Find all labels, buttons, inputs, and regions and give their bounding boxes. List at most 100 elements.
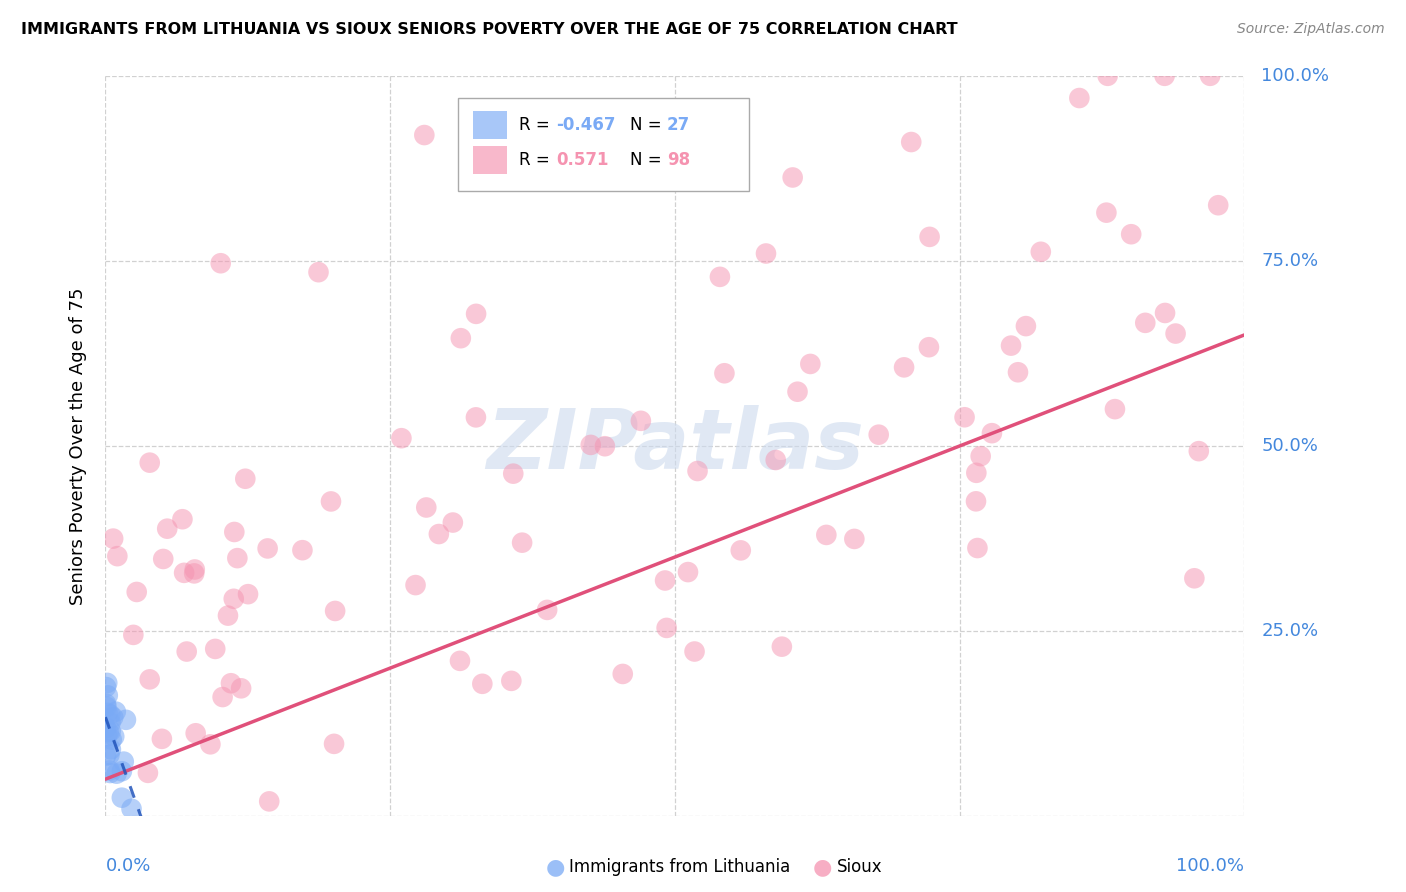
Immigrants from Lithuania bbox=[112, 755, 135, 769]
Immigrants from Lithuania bbox=[97, 706, 120, 720]
Immigrants from Lithuania bbox=[94, 697, 117, 711]
Text: 100.0%: 100.0% bbox=[1177, 857, 1244, 875]
Sioux bbox=[966, 541, 988, 555]
Sioux bbox=[1182, 571, 1205, 585]
Sioux bbox=[226, 551, 249, 566]
Sioux bbox=[965, 466, 987, 480]
Sioux bbox=[233, 472, 256, 486]
Text: 98: 98 bbox=[666, 152, 690, 169]
Text: Source: ZipAtlas.com: Source: ZipAtlas.com bbox=[1237, 22, 1385, 37]
Immigrants from Lithuania bbox=[98, 766, 121, 780]
Y-axis label: Seniors Poverty Over the Age of 75: Seniors Poverty Over the Age of 75 bbox=[69, 287, 87, 605]
Sioux bbox=[1206, 198, 1229, 212]
Immigrants from Lithuania bbox=[100, 715, 122, 730]
Sioux bbox=[125, 585, 148, 599]
Text: 50.0%: 50.0% bbox=[1261, 437, 1319, 455]
Immigrants from Lithuania bbox=[98, 764, 121, 778]
Sioux bbox=[655, 621, 678, 635]
Immigrants from Lithuania bbox=[105, 766, 128, 780]
Sioux bbox=[918, 340, 941, 354]
Sioux bbox=[200, 737, 222, 751]
Sioux bbox=[510, 535, 533, 549]
Sioux bbox=[755, 246, 778, 260]
Immigrants from Lithuania bbox=[97, 725, 120, 739]
Immigrants from Lithuania bbox=[94, 721, 117, 735]
Sioux bbox=[1135, 316, 1157, 330]
Sioux bbox=[450, 331, 472, 345]
Sioux bbox=[1095, 205, 1118, 219]
Immigrants from Lithuania bbox=[121, 802, 143, 816]
Text: 0.0%: 0.0% bbox=[105, 857, 150, 875]
Sioux bbox=[173, 566, 195, 580]
Sioux bbox=[209, 256, 232, 270]
Sioux bbox=[612, 667, 634, 681]
Immigrants from Lithuania bbox=[96, 676, 118, 690]
Sioux bbox=[501, 673, 523, 688]
Sioux bbox=[765, 453, 787, 467]
Sioux bbox=[413, 128, 436, 142]
Sioux bbox=[786, 384, 808, 399]
Text: ●: ● bbox=[546, 857, 565, 877]
Immigrants from Lithuania bbox=[100, 732, 122, 747]
Sioux bbox=[900, 135, 922, 149]
Sioux bbox=[441, 516, 464, 530]
Immigrants from Lithuania bbox=[103, 710, 125, 724]
Sioux bbox=[184, 726, 207, 740]
Sioux bbox=[593, 439, 616, 453]
Sioux bbox=[323, 604, 346, 618]
Sioux bbox=[1164, 326, 1187, 341]
FancyBboxPatch shape bbox=[458, 98, 749, 191]
Sioux bbox=[222, 591, 245, 606]
Sioux bbox=[709, 269, 731, 284]
Sioux bbox=[782, 170, 804, 185]
Sioux bbox=[176, 644, 198, 658]
Sioux bbox=[308, 265, 330, 279]
Text: 25.0%: 25.0% bbox=[1261, 622, 1319, 640]
Sioux bbox=[449, 654, 471, 668]
Immigrants from Lithuania bbox=[97, 689, 120, 703]
Text: N =: N = bbox=[630, 152, 668, 169]
Text: ZIPatlas: ZIPatlas bbox=[486, 406, 863, 486]
Sioux bbox=[101, 532, 124, 546]
Sioux bbox=[471, 677, 494, 691]
Text: 75.0%: 75.0% bbox=[1261, 252, 1319, 270]
Sioux bbox=[172, 512, 194, 526]
Sioux bbox=[536, 603, 558, 617]
Sioux bbox=[122, 628, 145, 642]
Sioux bbox=[686, 464, 709, 478]
Immigrants from Lithuania bbox=[103, 730, 125, 744]
Sioux bbox=[953, 410, 976, 425]
Sioux bbox=[815, 528, 838, 542]
Sioux bbox=[579, 438, 602, 452]
Sioux bbox=[676, 565, 699, 579]
Sioux bbox=[415, 500, 437, 515]
Sioux bbox=[219, 676, 242, 690]
Sioux bbox=[713, 366, 735, 380]
Sioux bbox=[323, 737, 346, 751]
Sioux bbox=[502, 467, 524, 481]
Text: Immigrants from Lithuania: Immigrants from Lithuania bbox=[569, 858, 790, 876]
Text: N =: N = bbox=[630, 116, 668, 134]
Sioux bbox=[1000, 338, 1022, 352]
Sioux bbox=[1069, 91, 1091, 105]
Text: 0.571: 0.571 bbox=[557, 152, 609, 169]
Bar bbox=[474, 111, 508, 139]
Sioux bbox=[184, 562, 207, 576]
Sioux bbox=[1188, 444, 1211, 458]
Text: ●: ● bbox=[813, 857, 832, 877]
Immigrants from Lithuania bbox=[98, 747, 121, 762]
Text: 100.0%: 100.0% bbox=[1261, 67, 1330, 85]
Sioux bbox=[1154, 306, 1177, 320]
Immigrants from Lithuania bbox=[111, 790, 134, 805]
Sioux bbox=[981, 426, 1004, 441]
Sioux bbox=[319, 494, 342, 508]
Sioux bbox=[136, 765, 159, 780]
Sioux bbox=[630, 414, 652, 428]
Sioux bbox=[224, 524, 246, 539]
Bar bbox=[474, 146, 508, 174]
Sioux bbox=[1097, 69, 1119, 83]
Sioux bbox=[391, 431, 413, 445]
Sioux bbox=[1007, 365, 1029, 379]
Immigrants from Lithuania bbox=[96, 699, 118, 714]
Sioux bbox=[105, 549, 128, 563]
